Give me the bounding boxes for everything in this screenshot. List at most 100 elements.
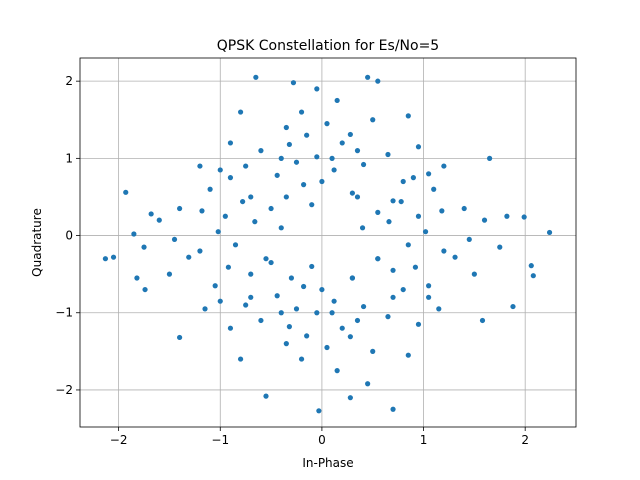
data-point [354, 148, 361, 154]
data-point [314, 86, 320, 92]
data-point [301, 283, 307, 290]
data-point [197, 248, 203, 254]
data-point [278, 155, 284, 161]
data-point [398, 198, 404, 205]
grid [80, 58, 576, 427]
data-point [331, 298, 337, 304]
data-point [385, 151, 391, 158]
data-point [365, 74, 371, 80]
data-point [390, 267, 396, 273]
data-point [141, 244, 147, 250]
data-point [253, 74, 259, 80]
data-point [324, 121, 330, 127]
data-point [227, 140, 234, 146]
x-tick-label: −1 [211, 433, 229, 447]
data-point [436, 306, 442, 312]
data-point [278, 310, 284, 316]
data-point [148, 211, 154, 217]
data-point [293, 306, 300, 312]
data-point [466, 236, 472, 243]
data-point [177, 334, 183, 341]
data-point [334, 97, 340, 104]
data-point [375, 209, 381, 215]
data-point [134, 275, 140, 281]
data-point [263, 256, 269, 262]
data-point [207, 186, 213, 192]
data-point [309, 263, 315, 270]
data-point [222, 213, 228, 219]
data-point [329, 155, 335, 161]
x-tick-label: 2 [521, 433, 529, 447]
data-point [530, 273, 536, 279]
data-point [298, 109, 305, 115]
data-point [390, 406, 396, 412]
data-point [304, 132, 310, 138]
data-point [102, 256, 109, 262]
data-point [237, 109, 244, 115]
data-point [237, 356, 244, 362]
y-tick-label: −2 [55, 383, 73, 397]
data-point [405, 352, 411, 358]
data-point [415, 321, 422, 327]
data-point [248, 294, 254, 300]
data-point [385, 314, 391, 320]
data-point [199, 208, 205, 214]
data-point [452, 254, 458, 260]
data-point [177, 205, 183, 212]
data-point [441, 163, 447, 169]
data-point [232, 242, 239, 248]
data-point [142, 286, 148, 293]
data-point [426, 171, 432, 177]
data-point [510, 303, 516, 310]
data-point [263, 393, 269, 399]
data-point [431, 186, 437, 192]
data-point [546, 229, 553, 236]
chart-title: QPSK Constellation for Es/No=5 [217, 38, 439, 54]
data-point [304, 333, 310, 339]
data-point [252, 219, 258, 225]
data-point [268, 205, 274, 212]
x-axis-label: In-Phase [302, 456, 353, 470]
data-point [359, 225, 366, 231]
data-point [243, 302, 249, 308]
data-point [110, 254, 117, 260]
data-point [349, 190, 355, 196]
data-point [217, 167, 223, 173]
y-axis-label: Quadrature [30, 208, 44, 277]
data-point [339, 325, 345, 331]
data-point [217, 298, 223, 304]
data-point [497, 244, 503, 250]
data-point [481, 217, 488, 223]
y-tick-label: 0 [65, 229, 73, 243]
data-point [375, 256, 381, 262]
data-point [283, 124, 289, 131]
data-point [441, 248, 447, 254]
data-point [301, 182, 307, 188]
data-point [375, 78, 381, 84]
data-point [248, 271, 254, 277]
data-point [422, 229, 429, 235]
data-point [331, 167, 337, 173]
data-point [479, 317, 486, 324]
data-point [471, 271, 477, 277]
data-point [415, 144, 422, 150]
data-point [197, 163, 203, 169]
plot-frame [79, 57, 577, 428]
data-point [360, 161, 367, 168]
data-point [528, 263, 534, 269]
data-point [131, 231, 137, 237]
data-point [286, 324, 292, 330]
data-point [386, 219, 392, 225]
x-tick-label: −2 [110, 433, 128, 447]
data-point [365, 381, 371, 387]
data-point [240, 198, 246, 205]
y-tick-label: 2 [65, 74, 73, 88]
data-point [227, 175, 234, 181]
axis-ticks: −2 −1 0 1 2 −2 −1 0 1 2 [55, 74, 529, 447]
data-point [439, 208, 445, 214]
data-point [400, 286, 406, 293]
x-tick-label: 0 [318, 433, 326, 447]
data-point [354, 317, 361, 324]
data-point [461, 205, 467, 212]
data-point [334, 368, 340, 374]
